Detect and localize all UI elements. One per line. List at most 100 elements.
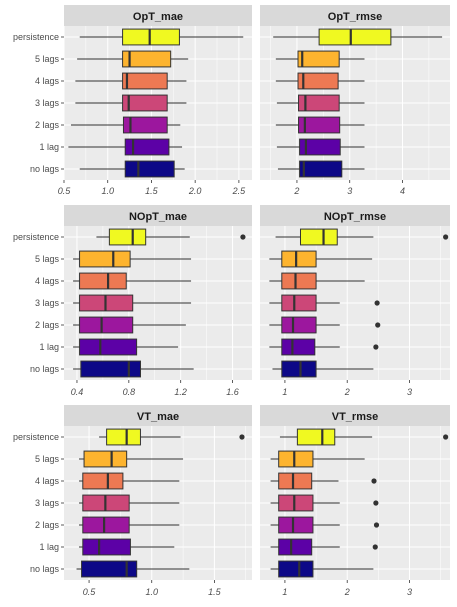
box-1-lag — [276, 138, 365, 156]
x-tick-label: 4 — [400, 186, 405, 196]
box-4-lags — [75, 72, 187, 90]
outlier-point — [443, 234, 449, 240]
box-iqr — [122, 72, 168, 90]
x-tick-label: 2 — [293, 186, 299, 196]
box-3-lags — [269, 294, 380, 312]
box-iqr — [278, 516, 314, 534]
box-2-lags — [73, 316, 186, 334]
box-3-lags — [73, 294, 192, 312]
box-persistence — [99, 428, 245, 446]
box-iqr — [278, 538, 313, 556]
box-iqr — [79, 338, 138, 356]
x-tick-label: 2.5 — [232, 186, 247, 196]
box-5-lags — [270, 450, 365, 468]
box-iqr — [281, 272, 317, 290]
box-no-lags — [73, 360, 194, 378]
outlier-point — [443, 434, 449, 440]
box-iqr — [79, 272, 127, 290]
box-iqr — [124, 160, 175, 178]
box-iqr — [82, 516, 130, 534]
box-iqr — [79, 250, 131, 268]
y-tick-label: 1 lag — [39, 342, 59, 352]
box-2-lags — [269, 316, 381, 334]
y-tick-label: 4 lags — [35, 76, 60, 86]
y-tick-label: 2 lags — [35, 520, 60, 530]
y-tick-label: no lags — [30, 164, 60, 174]
box-4-lags — [79, 472, 180, 490]
box-persistence — [279, 428, 449, 446]
y-tick-label: no lags — [30, 364, 60, 374]
strip-background — [260, 405, 450, 426]
y-tick-label: no lags — [30, 564, 60, 574]
box-1-lag — [270, 538, 378, 556]
panel-title: VT_mae — [137, 411, 179, 423]
box-no-lags — [270, 560, 374, 578]
x-tick-label: 0.8 — [123, 387, 136, 397]
x-tick-label: 1.6 — [226, 387, 239, 397]
y-tick-label: 3 lags — [35, 498, 60, 508]
outlier-point — [240, 234, 246, 240]
box-1-lag — [73, 338, 179, 356]
panel-title: OpT_mae — [133, 11, 183, 23]
x-tick-label: 1.5 — [145, 186, 159, 196]
box-persistence — [79, 28, 244, 46]
y-tick-label: 4 lags — [35, 276, 60, 286]
box-iqr — [124, 138, 170, 156]
outlier-point — [374, 300, 380, 306]
box-no-lags — [272, 360, 374, 378]
outlier-point — [375, 322, 381, 328]
box-iqr — [318, 28, 392, 46]
outlier-point — [373, 344, 379, 350]
box-iqr — [281, 316, 317, 334]
box-iqr — [281, 338, 316, 356]
box-iqr — [106, 428, 141, 446]
box-3-lags — [270, 494, 379, 512]
panel-nopt-rmse: NOpT_rmse 1 2 3 — [260, 205, 450, 397]
box-persistence — [275, 228, 449, 246]
box-iqr — [108, 228, 147, 246]
x-tick-label: 3 — [407, 387, 412, 397]
box-5-lags — [73, 250, 192, 268]
x-tick-label: 1.0 — [101, 186, 114, 196]
y-tick-label: 5 lags — [35, 54, 60, 64]
box-iqr — [122, 50, 172, 68]
box-iqr — [83, 450, 128, 468]
box-iqr — [297, 72, 339, 90]
x-tick-label: 0.5 — [83, 587, 97, 597]
x-tick-label: 1.2 — [174, 387, 187, 397]
y-tick-label: 4 lags — [35, 476, 60, 486]
y-tick-label: 1 lag — [39, 542, 59, 552]
panel-nopt-mae: NOpT_mae 0.4 0.8 1.2 1.6 persistence 5 lags 4 l… — [13, 205, 252, 397]
box-iqr — [82, 472, 124, 490]
box-iqr — [122, 28, 180, 46]
box-iqr — [281, 250, 317, 268]
outlier-point — [373, 522, 380, 528]
panel-opt-rmse: OpT_rmse 2 3 4 — [260, 5, 450, 196]
panel-title: NOpT_mae — [129, 211, 187, 223]
y-tick-label: 3 lags — [35, 298, 60, 308]
x-tick-label: 2.0 — [188, 186, 202, 196]
box-no-lags — [277, 160, 365, 178]
x-tick-label: 0.4 — [71, 387, 84, 397]
y-tick-label: persistence — [13, 232, 59, 242]
box-4-lags — [73, 272, 192, 290]
box-2-lags — [79, 516, 180, 534]
outlier-point — [372, 544, 378, 550]
y-tick-label: 2 lags — [35, 320, 60, 330]
box-iqr — [281, 294, 317, 312]
box-iqr — [299, 228, 338, 246]
box-iqr — [82, 538, 131, 556]
box-iqr — [81, 560, 138, 578]
strip-background — [260, 205, 450, 226]
box-1-lag — [269, 338, 379, 356]
strip-background — [64, 205, 252, 226]
strip-background — [64, 5, 252, 26]
y-tick-label: persistence — [13, 32, 59, 42]
box-iqr — [299, 160, 343, 178]
panel-title: OpT_rmse — [328, 11, 382, 23]
box-no-lags — [79, 160, 185, 178]
outlier-point — [239, 434, 245, 440]
box-5-lags — [79, 450, 184, 468]
box-persistence — [273, 28, 443, 46]
